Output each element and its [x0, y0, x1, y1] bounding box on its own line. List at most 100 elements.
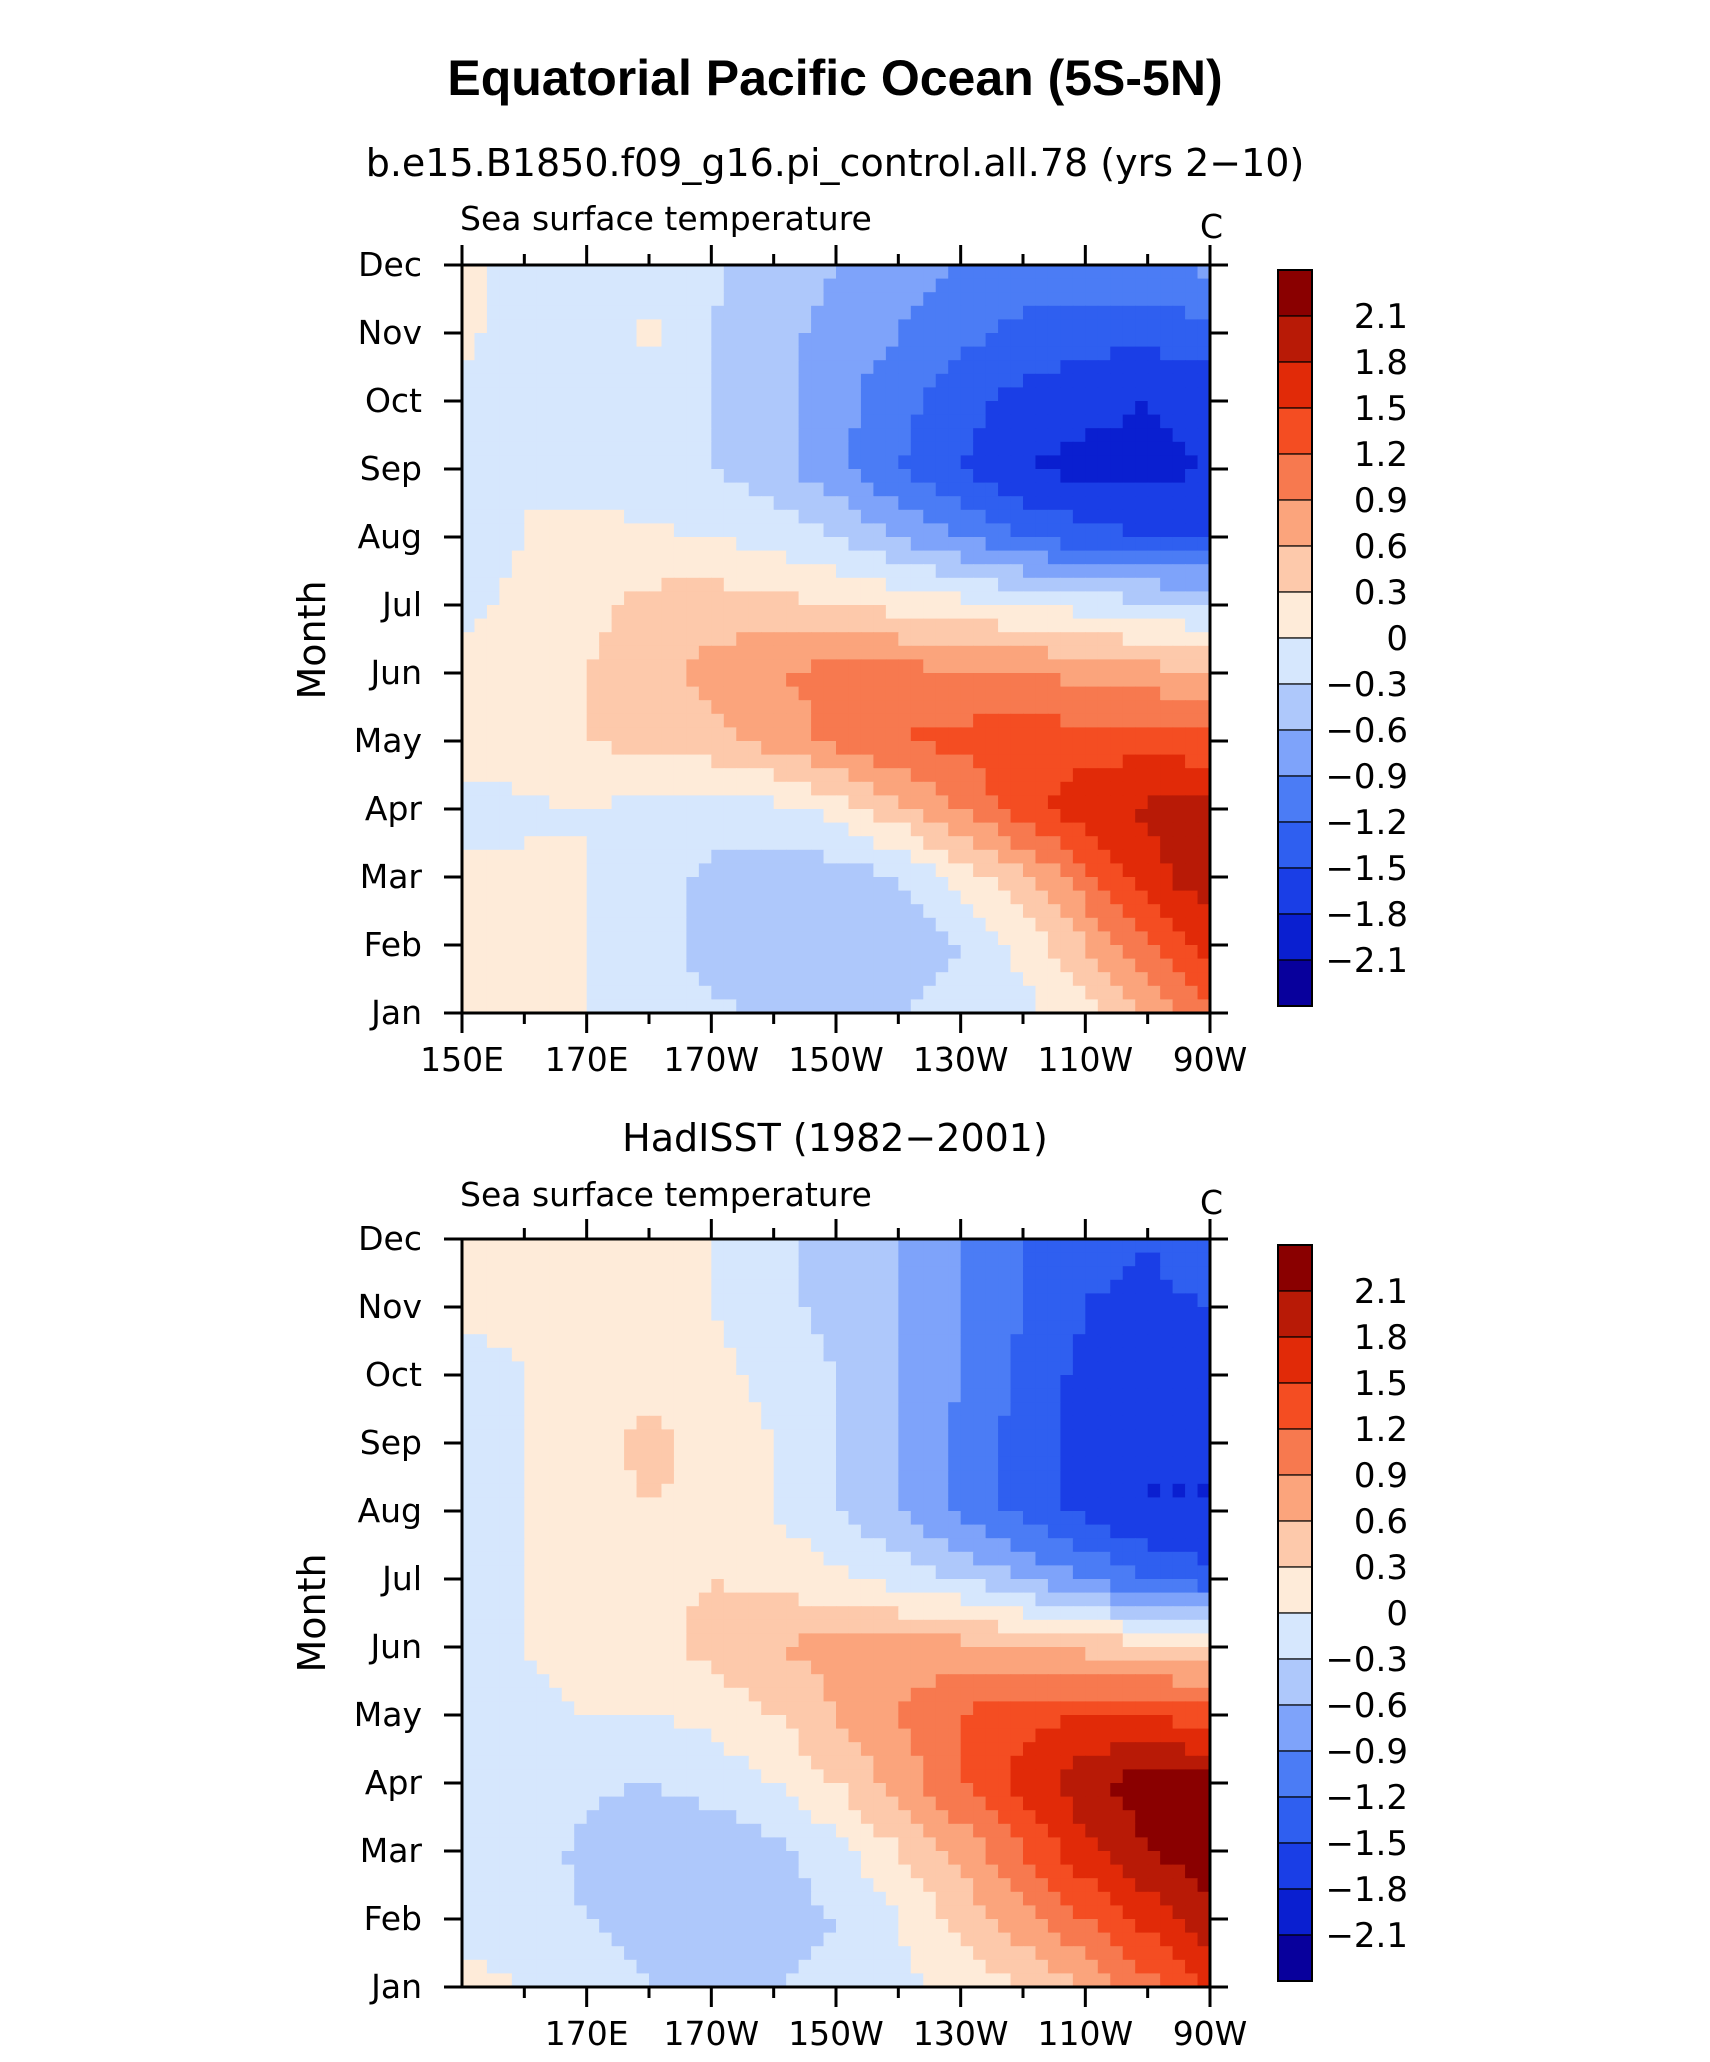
contour-cell	[711, 659, 725, 674]
contour-cell	[1197, 1307, 1211, 1322]
contour-cell	[773, 1443, 787, 1458]
contour-cell	[686, 537, 700, 552]
contour-cell	[1035, 1497, 1049, 1512]
contour-cell	[499, 360, 513, 375]
contour-cell	[1110, 904, 1124, 919]
contour-cell	[761, 972, 775, 987]
contour-cell	[1072, 741, 1086, 756]
contour-cell	[723, 1524, 737, 1539]
contour-cell	[836, 509, 850, 524]
contour-cell	[910, 1347, 924, 1362]
contour-cell	[1135, 305, 1149, 320]
contour-cell	[698, 945, 712, 960]
contour-cell	[973, 564, 987, 579]
contour-cell	[1110, 958, 1124, 973]
contour-cell	[910, 931, 924, 946]
contour-cell	[1147, 904, 1161, 919]
contour-cell	[686, 727, 700, 742]
contour-cell	[935, 1293, 949, 1308]
contour-cell	[611, 292, 625, 307]
contour-cell	[885, 781, 899, 796]
contour-cell	[798, 482, 812, 497]
contour-cell	[1147, 577, 1161, 592]
contour-cell	[1097, 917, 1111, 932]
contour-cell	[1197, 292, 1211, 307]
contour-cell	[511, 373, 525, 388]
contour-cell	[636, 1320, 650, 1335]
contour-cell	[661, 1320, 675, 1335]
contour-cell	[1085, 618, 1099, 633]
contour-cell	[536, 1443, 550, 1458]
contour-cell	[960, 414, 974, 429]
contour-cell	[686, 333, 700, 348]
contour-cell	[536, 1415, 550, 1430]
contour-cell	[948, 917, 962, 932]
contour-cell	[636, 278, 650, 293]
contour-cell	[686, 673, 700, 688]
contour-cell	[1072, 1497, 1086, 1512]
contour-cell	[624, 1402, 638, 1417]
contour-cell	[511, 958, 525, 973]
contour-cell	[586, 1252, 600, 1267]
contour-cell	[948, 1388, 962, 1403]
contour-cell	[1085, 1456, 1099, 1471]
contour-cell	[499, 577, 513, 592]
contour-cell	[1147, 713, 1161, 728]
contour-cell	[1185, 1483, 1199, 1498]
contour-cell	[948, 849, 962, 864]
contour-cell	[748, 741, 762, 756]
contour-cell	[474, 1579, 488, 1594]
contour-cell	[574, 496, 588, 511]
contour-cell	[948, 1266, 962, 1281]
contour-cell	[574, 1347, 588, 1362]
contour-cell	[499, 1456, 513, 1471]
contour-cell	[1122, 849, 1136, 864]
contour-cell	[885, 917, 899, 932]
contour-cell	[599, 1483, 613, 1498]
contour-cell	[736, 713, 750, 728]
contour-cell	[1147, 945, 1161, 960]
contour-cell	[686, 265, 700, 280]
contour-cell	[836, 809, 850, 824]
contour-cell	[761, 645, 775, 660]
contour-cell	[511, 1511, 525, 1526]
contour-cell	[823, 1334, 837, 1349]
contour-cell	[549, 1279, 563, 1294]
contour-cell	[736, 1375, 750, 1390]
contour-cell	[836, 455, 850, 470]
contour-cell	[1035, 1443, 1049, 1458]
contour-cell	[761, 713, 775, 728]
contour-cell	[1185, 1239, 1199, 1254]
contour-cell	[1072, 972, 1086, 987]
contour-cell	[1110, 1388, 1124, 1403]
contour-cell	[611, 1320, 625, 1335]
contour-cell	[948, 1334, 962, 1349]
contour-cell	[511, 564, 525, 579]
contour-cell	[698, 795, 712, 810]
contour-cell	[960, 999, 974, 1014]
colorbar-box	[1277, 913, 1313, 961]
contour-cell	[1085, 877, 1099, 892]
contour-cell	[1185, 523, 1199, 538]
contour-cell	[910, 469, 924, 484]
contour-cell	[1035, 754, 1049, 769]
contour-cell	[1135, 1551, 1149, 1566]
contour-cell	[748, 1565, 762, 1580]
contour-cell	[586, 863, 600, 878]
contour-cell	[935, 265, 949, 280]
contour-cell	[599, 455, 613, 470]
contour-cell	[499, 1429, 513, 1444]
contour-cell	[761, 509, 775, 524]
contour-cell	[811, 659, 825, 674]
contour-cell	[1197, 1320, 1211, 1335]
contour-cell	[574, 686, 588, 701]
contour-cell	[948, 700, 962, 715]
contour-cell	[649, 1239, 663, 1254]
contour-cell	[511, 292, 525, 307]
contour-cell	[823, 265, 837, 280]
contour-cell	[1023, 877, 1037, 892]
contour-cell	[1122, 537, 1136, 552]
contour-cell	[910, 849, 924, 864]
contour-cell	[698, 822, 712, 837]
contour-cell	[586, 292, 600, 307]
